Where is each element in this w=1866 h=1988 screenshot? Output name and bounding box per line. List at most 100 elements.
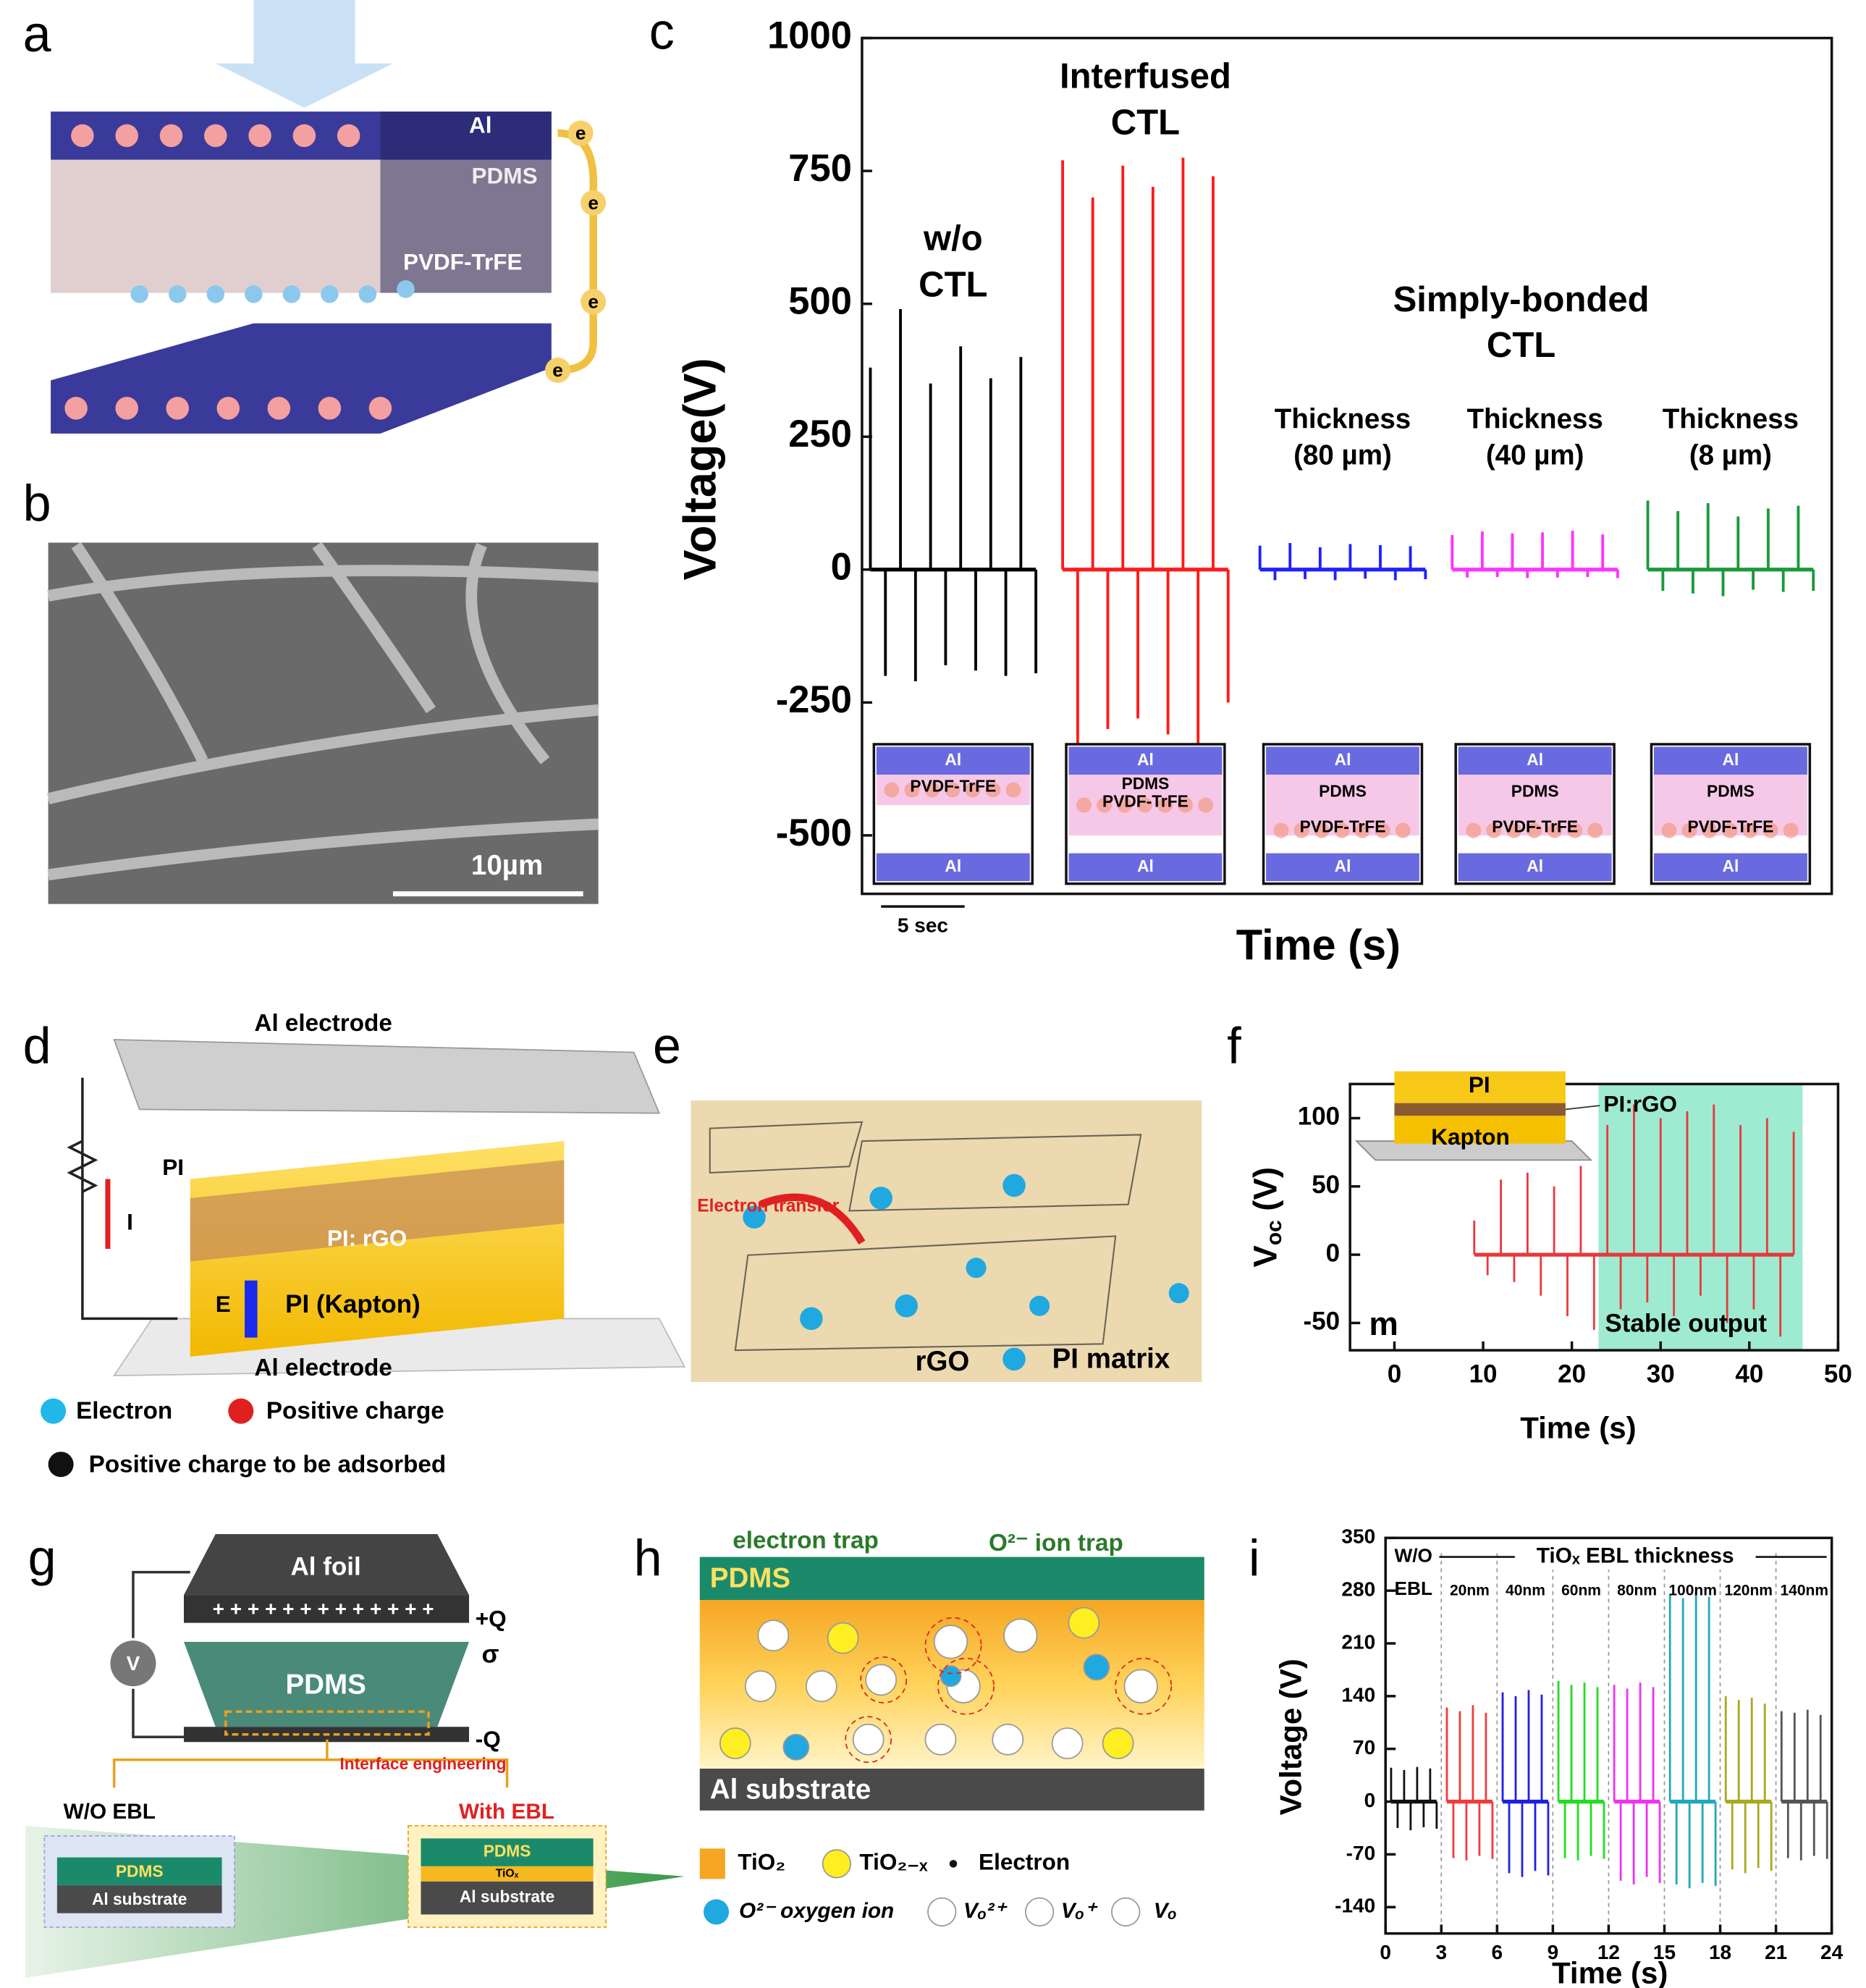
field-label: E [216, 1291, 231, 1317]
plot-frame [861, 36, 1833, 896]
x-axis-label: Time (s) [1520, 1411, 1636, 1445]
annotation: W/O EBL [64, 1800, 156, 1824]
y-axis-label: Voltage (V) [1273, 1659, 1307, 1815]
plot-frame [1348, 1082, 1840, 1352]
charges [64, 124, 392, 420]
panel-label: a [23, 6, 51, 62]
inset-label: Al [1335, 750, 1351, 769]
inset-label: PI [1469, 1071, 1490, 1098]
particle [1314, 822, 1330, 838]
particle [1334, 822, 1350, 838]
y-tick-label: 350 [1341, 1525, 1375, 1548]
electron-label: e [575, 122, 586, 144]
voltmeter [110, 1640, 156, 1687]
inset-label: Al [1723, 856, 1739, 875]
y-tick-label: 100 [1298, 1103, 1340, 1131]
y-axis-label-part: V [1246, 1244, 1283, 1267]
pdms-layer [699, 1557, 1204, 1601]
x-tick-label: 18 [1709, 1941, 1731, 1963]
electron-label: e [552, 359, 563, 381]
particle [1506, 822, 1522, 838]
electrons [130, 280, 415, 303]
y-tick-label: 250 [788, 413, 852, 455]
layer-label: PVDF-TrFE [403, 249, 523, 275]
particle [1661, 822, 1677, 838]
electrode-label: Al electrode [254, 1010, 392, 1037]
y-tick-label: 750 [788, 147, 852, 190]
circuit [557, 129, 598, 374]
inset-label: Al [1137, 856, 1154, 875]
layer-label: Al substrate [92, 1890, 187, 1908]
y-tick-label: -50 [1304, 1307, 1341, 1336]
layer-label: PDMS [710, 1562, 790, 1593]
y-tick-label: 140 [1341, 1683, 1375, 1706]
y-tick-label: -70 [1346, 1842, 1376, 1864]
panel-label: d [23, 1018, 51, 1074]
series-label: w/o CTL [919, 219, 987, 305]
particle [965, 782, 981, 798]
x-tick-label: 15 [1653, 1941, 1676, 1963]
x-tick-label: 21 [1765, 1941, 1787, 1963]
charge-label: -Q [476, 1726, 501, 1752]
particle [1293, 822, 1309, 838]
layer-label: PI (Kapton) [285, 1290, 421, 1318]
inset-label: PVDF-TrFE [1300, 817, 1386, 836]
particle [1742, 822, 1758, 838]
header-bg [1514, 1544, 1756, 1570]
legend-label: Vₒ [1154, 1899, 1178, 1923]
inset-pi [1394, 1071, 1566, 1103]
panel-label: e [653, 1018, 681, 1074]
y-tick-label: 70 [1353, 1736, 1375, 1759]
layer-label: Al substrate [460, 1887, 554, 1906]
inset-layer [876, 853, 1030, 882]
particle [1198, 797, 1214, 813]
x-tick-label: 6 [1492, 1941, 1503, 1963]
y-tick-label: 210 [1341, 1630, 1375, 1653]
legend-label: O²⁻ oxygen ion [739, 1899, 894, 1923]
particle [1527, 822, 1542, 838]
x-tick-label: 0 [1380, 1941, 1391, 1963]
panel-label: i [1249, 1530, 1260, 1586]
legend-label: Vₒ²⁺ [963, 1899, 1008, 1923]
x-axis-label: Time (s) [1236, 921, 1401, 969]
series-label: 100nm [1668, 1582, 1717, 1599]
panel-label: h [634, 1530, 662, 1586]
particle [1076, 797, 1092, 813]
series-label: W/O EBL [1394, 1545, 1432, 1600]
annotation: O²⁻ ion trap [989, 1530, 1123, 1557]
inset-label: PVDF-TrFE [1687, 817, 1773, 836]
layer-label: PI: rGO [327, 1225, 407, 1251]
circuit [67, 1077, 178, 1321]
inset-label: Al [1137, 750, 1154, 769]
legend-label: Vₒ⁺ [1061, 1899, 1099, 1923]
panel-d: Al electrode I PI PI: rGO E PI (Kapton) … [41, 1010, 686, 1478]
annotation: m [1369, 1305, 1398, 1342]
al-layer [699, 1769, 1204, 1811]
electron-label: e [588, 192, 599, 214]
particle [884, 782, 900, 798]
inset-layer [1068, 853, 1223, 882]
inset-label: PVDF-TrFE [1102, 792, 1189, 811]
annotation: Interface engineering [339, 1754, 506, 1773]
x-tick-label: 10 [1469, 1360, 1498, 1388]
inset-layer [1458, 746, 1612, 775]
top-electrode [113, 1039, 661, 1114]
y-axis-label: Voltage(V) [675, 358, 726, 580]
annotation: PI matrix [1052, 1343, 1170, 1374]
panel-g: Al foil + + + + + + + + + + + + + +Q PDM… [25, 1534, 685, 1978]
inset-label: Al [1527, 856, 1543, 875]
series-label: Thickness (80 µm) [1275, 404, 1411, 471]
panel-h: PDMS Al substrate electron trap O²⁻ ion … [699, 1527, 1204, 1927]
y-tick-label: 500 [788, 280, 852, 323]
panel-label: g [28, 1530, 56, 1586]
particle [1466, 822, 1482, 838]
layer-label: PDMS [484, 1842, 531, 1861]
svg-text:+ + + + + + + + + + + + +: + + + + + + + + + + + + + [213, 1598, 434, 1620]
y-tick-label: -250 [776, 678, 852, 721]
inset-label: Al [1527, 750, 1543, 769]
particle [945, 782, 961, 798]
panel-e: Electron transfer rGO PI matrix [691, 1100, 1202, 1382]
